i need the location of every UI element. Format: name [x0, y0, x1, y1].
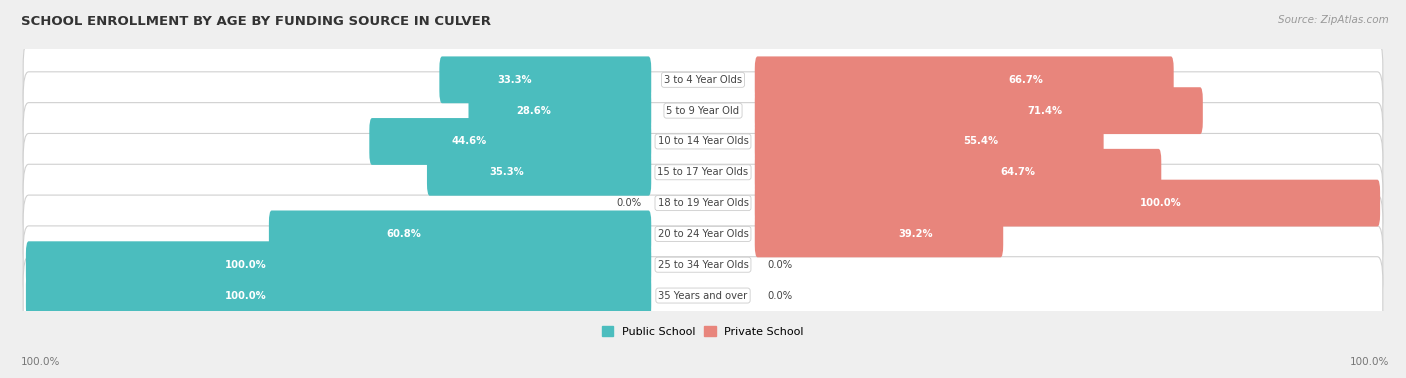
FancyBboxPatch shape: [755, 118, 1104, 165]
FancyBboxPatch shape: [22, 41, 1384, 119]
FancyBboxPatch shape: [439, 56, 651, 103]
Text: 60.8%: 60.8%: [387, 229, 420, 239]
FancyBboxPatch shape: [370, 118, 651, 165]
FancyBboxPatch shape: [22, 257, 1384, 335]
Text: 15 to 17 Year Olds: 15 to 17 Year Olds: [658, 167, 748, 177]
FancyBboxPatch shape: [755, 87, 1202, 134]
Text: 66.7%: 66.7%: [1010, 75, 1043, 85]
Text: 100.0%: 100.0%: [225, 260, 267, 270]
Text: 35 Years and over: 35 Years and over: [658, 291, 748, 301]
Text: 5 to 9 Year Old: 5 to 9 Year Old: [666, 105, 740, 116]
Text: 64.7%: 64.7%: [1001, 167, 1036, 177]
FancyBboxPatch shape: [22, 72, 1384, 149]
Text: 10 to 14 Year Olds: 10 to 14 Year Olds: [658, 136, 748, 146]
Text: 25 to 34 Year Olds: 25 to 34 Year Olds: [658, 260, 748, 270]
Text: 100.0%: 100.0%: [1139, 198, 1181, 208]
Text: 0.0%: 0.0%: [768, 291, 793, 301]
FancyBboxPatch shape: [22, 164, 1384, 242]
FancyBboxPatch shape: [25, 241, 651, 288]
FancyBboxPatch shape: [755, 211, 1004, 257]
Text: 71.4%: 71.4%: [1028, 105, 1063, 116]
Text: 35.3%: 35.3%: [489, 167, 523, 177]
FancyBboxPatch shape: [22, 103, 1384, 180]
Text: 18 to 19 Year Olds: 18 to 19 Year Olds: [658, 198, 748, 208]
Text: 100.0%: 100.0%: [21, 357, 60, 367]
FancyBboxPatch shape: [22, 226, 1384, 304]
Text: 0.0%: 0.0%: [768, 260, 793, 270]
Text: 100.0%: 100.0%: [225, 291, 267, 301]
FancyBboxPatch shape: [25, 272, 651, 319]
FancyBboxPatch shape: [755, 56, 1174, 103]
FancyBboxPatch shape: [468, 87, 651, 134]
Text: 0.0%: 0.0%: [617, 198, 641, 208]
Text: 55.4%: 55.4%: [963, 136, 998, 146]
Text: 39.2%: 39.2%: [898, 229, 932, 239]
Text: 20 to 24 Year Olds: 20 to 24 Year Olds: [658, 229, 748, 239]
Text: Source: ZipAtlas.com: Source: ZipAtlas.com: [1278, 15, 1389, 25]
Text: 33.3%: 33.3%: [496, 75, 531, 85]
FancyBboxPatch shape: [269, 211, 651, 257]
Text: 44.6%: 44.6%: [451, 136, 486, 146]
Text: 3 to 4 Year Olds: 3 to 4 Year Olds: [664, 75, 742, 85]
FancyBboxPatch shape: [22, 133, 1384, 211]
Text: SCHOOL ENROLLMENT BY AGE BY FUNDING SOURCE IN CULVER: SCHOOL ENROLLMENT BY AGE BY FUNDING SOUR…: [21, 15, 491, 28]
FancyBboxPatch shape: [22, 195, 1384, 273]
Text: 100.0%: 100.0%: [1350, 357, 1389, 367]
Legend: Public School, Private School: Public School, Private School: [602, 326, 804, 337]
FancyBboxPatch shape: [427, 149, 651, 196]
FancyBboxPatch shape: [755, 180, 1381, 226]
Text: 28.6%: 28.6%: [516, 105, 551, 116]
FancyBboxPatch shape: [755, 149, 1161, 196]
